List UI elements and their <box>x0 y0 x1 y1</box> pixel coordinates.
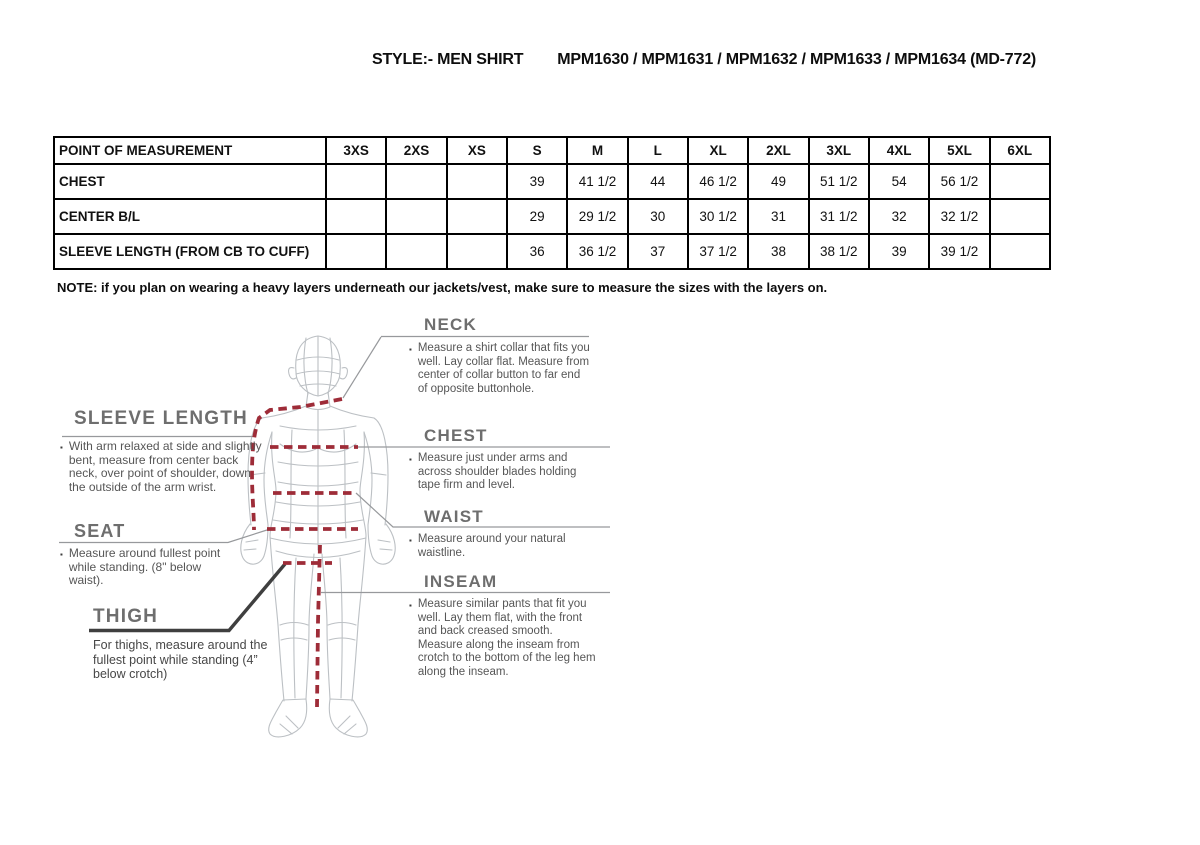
square-bullet-icon: ▪ <box>409 601 412 610</box>
measurement-guide-diagram <box>59 335 610 738</box>
chest-description: ▪ Measure just under arms and across sho… <box>409 452 577 492</box>
size-measurement-table: POINT OF MEASUREMENT 3XS 2XS XS S M L XL… <box>53 136 1052 270</box>
size-value-cell: 39 1/2 <box>928 233 991 270</box>
column-header-s: S <box>505 136 569 165</box>
column-header-point-of-measurement: POINT OF MEASUREMENT <box>53 136 327 165</box>
sleeve-length-heading: SLEEVE LENGTH <box>74 408 248 429</box>
size-value-cell <box>445 233 508 270</box>
size-value-cell: 49 <box>747 163 810 200</box>
size-value-cell <box>324 163 388 200</box>
collar-sleeve-measure-line <box>250 397 343 531</box>
size-value-cell: 37 <box>626 233 689 270</box>
leader-lines <box>59 335 610 594</box>
measurement-dashed-lines <box>250 397 358 708</box>
inseam-heading: INSEAM <box>424 572 498 591</box>
thigh-heading: THIGH <box>93 606 159 627</box>
neck-heading: NECK <box>424 315 477 334</box>
size-value-cell: 31 1/2 <box>807 198 870 235</box>
size-value-cell: 39 <box>867 233 931 270</box>
square-bullet-icon: ▪ <box>409 536 412 545</box>
size-value-cell <box>988 233 1052 270</box>
size-value-cell <box>385 233 448 270</box>
column-header-6xl: 6XL <box>988 136 1052 165</box>
row-label: CHEST <box>53 163 327 200</box>
size-value-cell: 38 <box>747 233 810 270</box>
size-value-cell: 56 1/2 <box>928 163 991 200</box>
column-header-2xl: 2XL <box>747 136 810 165</box>
column-header-l: L <box>626 136 689 165</box>
size-value-cell: 51 1/2 <box>807 163 870 200</box>
column-header-xs: XS <box>445 136 508 165</box>
column-header-m: M <box>566 136 629 165</box>
chest-heading: CHEST <box>424 426 488 445</box>
size-value-cell <box>445 198 508 235</box>
square-bullet-icon: ▪ <box>409 345 412 354</box>
size-value-cell: 44 <box>626 163 689 200</box>
column-header-xl: XL <box>686 136 750 165</box>
size-value-cell <box>324 233 388 270</box>
square-bullet-icon: ▪ <box>409 455 412 464</box>
table-row-sleeve-length: SLEEVE LENGTH (FROM CB TO CUFF) 36 36 1/… <box>53 233 1052 270</box>
sleeve-length-description: ▪ With arm relaxed at side and slightly … <box>60 439 262 495</box>
neck-description: ▪ Measure a shirt collar that fits you w… <box>409 342 590 395</box>
column-header-3xl: 3XL <box>807 136 870 165</box>
size-value-cell <box>324 198 388 235</box>
note-text: NOTE: if you plan on wearing a heavy lay… <box>57 280 828 295</box>
size-value-cell <box>385 163 448 200</box>
style-codes: MPM1630 / MPM1631 / MPM1632 / MPM1633 / … <box>557 51 1037 68</box>
size-value-cell <box>385 198 448 235</box>
table-header-row: POINT OF MEASUREMENT 3XS 2XS XS S M L XL… <box>53 136 1052 165</box>
size-value-cell <box>988 163 1052 200</box>
thigh-description: For thighs, measure around the fullest p… <box>93 638 268 682</box>
column-header-3xs: 3XS <box>324 136 388 165</box>
size-value-cell: 36 1/2 <box>566 233 629 270</box>
table-row-center-bl: CENTER B/L 29 29 1/2 30 30 1/2 31 31 1/2… <box>53 198 1052 235</box>
row-label: CENTER B/L <box>53 198 327 235</box>
size-value-cell: 29 <box>505 198 569 235</box>
table-row-chest: CHEST 39 41 1/2 44 46 1/2 49 51 1/2 54 5… <box>53 163 1052 200</box>
size-value-cell: 29 1/2 <box>566 198 629 235</box>
size-value-cell: 32 1/2 <box>928 198 991 235</box>
square-bullet-icon: ▪ <box>60 550 63 559</box>
waist-heading: WAIST <box>424 507 484 526</box>
document-title: STYLE:- MEN SHIRT MPM1630 / MPM1631 / MPM… <box>372 51 1036 69</box>
size-value-cell: 36 <box>505 233 569 270</box>
seat-description: ▪ Measure around fullest point while sta… <box>60 546 221 588</box>
size-value-cell: 54 <box>867 163 931 200</box>
column-header-4xl: 4XL <box>867 136 931 165</box>
size-value-cell: 30 <box>626 198 689 235</box>
inseam-measure-line <box>315 544 322 708</box>
size-value-cell: 38 1/2 <box>807 233 870 270</box>
size-value-cell: 41 1/2 <box>566 163 629 200</box>
size-value-cell: 32 <box>867 198 931 235</box>
size-value-cell <box>988 198 1052 235</box>
style-label: STYLE:- MEN SHIRT <box>372 51 524 68</box>
size-value-cell: 30 1/2 <box>686 198 750 235</box>
size-value-cell: 31 <box>747 198 810 235</box>
column-header-5xl: 5XL <box>928 136 991 165</box>
seat-heading: SEAT <box>74 521 126 541</box>
waist-description: ▪ Measure around your natural waistline. <box>409 533 566 559</box>
size-value-cell <box>445 163 508 200</box>
size-value-cell: 37 1/2 <box>686 233 750 270</box>
row-label: SLEEVE LENGTH (FROM CB TO CUFF) <box>53 233 327 270</box>
thigh-leader-line <box>89 562 287 633</box>
size-value-cell: 46 1/2 <box>686 163 750 200</box>
column-header-2xs: 2XS <box>385 136 448 165</box>
inseam-description: ▪ Measure similar pants that fit you wel… <box>409 598 596 678</box>
square-bullet-icon: ▪ <box>60 443 63 452</box>
size-value-cell: 39 <box>505 163 569 200</box>
